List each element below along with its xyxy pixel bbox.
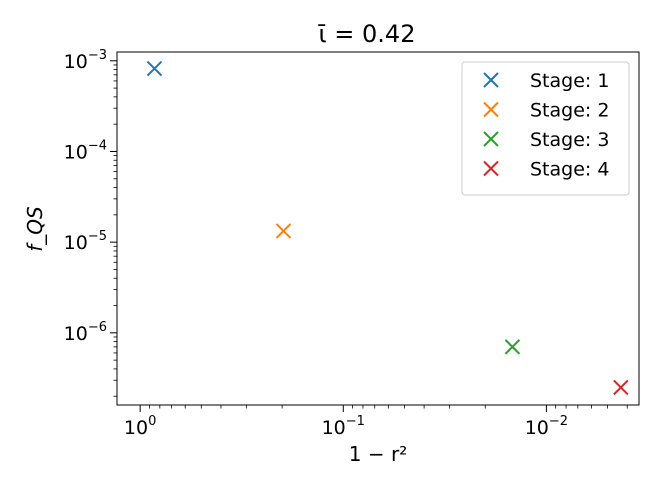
y-tick-label: 10−6 — [64, 320, 107, 345]
data-points — [146, 60, 629, 396]
x-axis: 100 10−1 10−2 — [124, 405, 628, 439]
plot-frame — [116, 51, 640, 406]
legend-marker-stage-2 — [483, 101, 499, 118]
legend-label: Stage: 4 — [530, 159, 609, 181]
legend: Stage: 1 Stage: 2 Stage: 3 Stage: 4 — [461, 61, 630, 196]
legend-marker-stage-1 — [483, 72, 499, 88]
legend-label: Stage: 1 — [530, 70, 609, 92]
legend-label: Stage: 3 — [530, 129, 609, 151]
y-tick-label: 10−4 — [64, 138, 107, 163]
data-point-stage-3 — [504, 339, 521, 355]
y-axis: 10−3 10−4 10−5 10−6 — [64, 48, 117, 397]
data-point-stage-4 — [613, 379, 629, 396]
legend-box — [461, 61, 630, 196]
x-tick-label: 100 — [124, 414, 156, 439]
x-axis-label: 1 − r² — [349, 442, 407, 466]
y-tick-label: 10−3 — [64, 48, 107, 73]
legend-marker-stage-4 — [483, 160, 499, 177]
data-point-stage-1 — [146, 60, 163, 77]
data-point-stage-2 — [275, 223, 292, 239]
x-tick-label: 10−1 — [322, 414, 365, 439]
legend-label: Stage: 2 — [530, 100, 609, 122]
y-axis-label: f_QS — [23, 206, 47, 252]
y-tick-label: 10−5 — [64, 229, 107, 254]
x-tick-label: 10−2 — [525, 414, 568, 439]
chart-title: ῑ = 0.42 — [318, 20, 416, 48]
legend-marker-stage-3 — [483, 131, 499, 147]
